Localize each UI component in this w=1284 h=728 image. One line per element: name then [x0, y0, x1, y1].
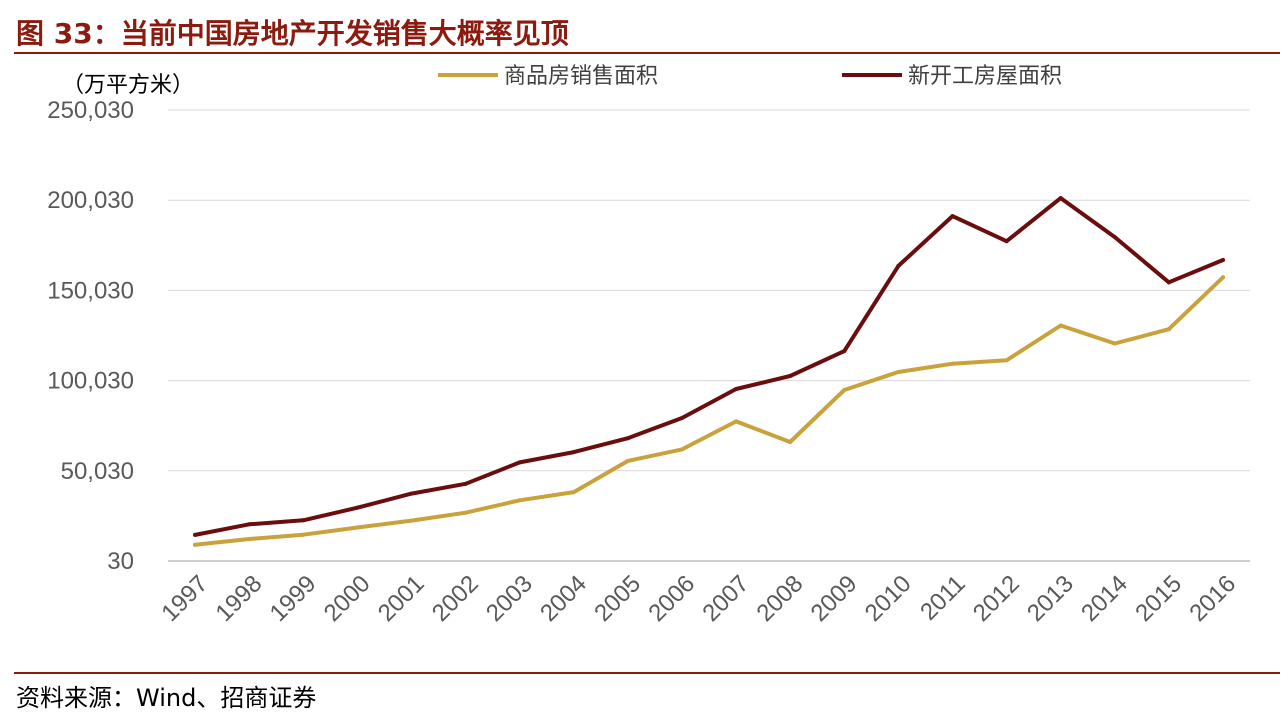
data-point — [896, 369, 901, 374]
x-tick-label: 2009 — [806, 570, 863, 627]
x-tick-label: 2014 — [1076, 570, 1133, 627]
data-point — [193, 542, 198, 547]
y-tick-label: 100,030 — [47, 368, 134, 395]
gridlines — [168, 109, 1250, 562]
y-tick-label: 250,030 — [47, 97, 134, 124]
data-point — [571, 450, 576, 455]
series-line-sales-area — [193, 275, 1225, 547]
x-tick-label: 2015 — [1130, 570, 1187, 627]
x-tick-label: 1999 — [265, 570, 322, 627]
data-point — [301, 518, 306, 523]
data-point — [409, 518, 414, 523]
y-axis-ticks: 30 50,030 100,030 150,030 200,030 250,030 — [47, 97, 134, 575]
data-point — [788, 439, 793, 444]
data-point — [1058, 196, 1063, 201]
x-tick-label: 2001 — [373, 570, 430, 627]
data-point — [355, 525, 360, 530]
line-chart: 30 50,030 100,030 150,030 200,030 250,030 199… — [47, 64, 1250, 627]
legend: 商品房销售面积 新开工房屋面积 — [438, 64, 1062, 89]
x-tick-label: 2012 — [968, 570, 1025, 627]
x-tick-label: 2008 — [752, 570, 809, 627]
data-point — [1004, 239, 1009, 244]
data-point — [950, 214, 955, 219]
y-axis-unit-label: （万平方米） — [62, 73, 194, 98]
data-point — [463, 481, 468, 486]
y-tick-label: 200,030 — [47, 187, 134, 214]
x-tick-label: 2010 — [860, 570, 917, 627]
data-point — [1112, 341, 1117, 346]
data-point — [517, 460, 522, 465]
data-point — [355, 505, 360, 510]
x-tick-label: 2013 — [1022, 570, 1079, 627]
data-point — [896, 263, 901, 268]
data-point — [1112, 235, 1117, 240]
x-tick-label: 2016 — [1184, 570, 1241, 627]
data-point — [842, 349, 847, 354]
data-point — [842, 388, 847, 393]
data-point — [409, 491, 414, 496]
data-point — [734, 386, 739, 391]
chart-title: 图 33：当前中国房地产开发销售大概率见顶 — [16, 17, 569, 50]
x-tick-label: 2000 — [319, 570, 376, 627]
x-axis-ticks: 1997199819992000200120022003200420052006… — [156, 570, 1241, 627]
data-point — [247, 522, 252, 527]
y-tick-label: 30 — [107, 548, 134, 575]
series-line-new-starts-area — [193, 196, 1225, 537]
x-tick-label: 2004 — [535, 570, 592, 627]
series-lines — [193, 196, 1225, 547]
data-point — [788, 373, 793, 378]
x-tick-label: 2003 — [481, 570, 538, 627]
data-point — [679, 447, 684, 452]
data-point — [679, 415, 684, 420]
data-point — [1166, 327, 1171, 332]
y-tick-label: 50,030 — [61, 458, 134, 485]
source-note: 资料来源：Wind、招商证券 — [16, 684, 317, 712]
data-point — [734, 419, 739, 424]
data-point — [625, 436, 630, 441]
x-tick-label: 1997 — [156, 570, 213, 627]
legend-label: 商品房销售面积 — [504, 64, 658, 89]
data-point — [517, 498, 522, 503]
x-tick-label: 1998 — [211, 570, 268, 627]
title-divider — [14, 52, 1280, 54]
data-point — [1004, 358, 1009, 363]
data-point — [1166, 280, 1171, 285]
footer-divider — [14, 672, 1280, 674]
data-point — [247, 537, 252, 542]
data-point — [301, 532, 306, 537]
data-point — [1058, 323, 1063, 328]
x-tick-label: 2002 — [427, 570, 484, 627]
x-tick-label: 2011 — [915, 570, 971, 626]
data-point — [193, 532, 198, 537]
data-point — [625, 458, 630, 463]
x-tick-label: 2007 — [697, 570, 754, 627]
x-tick-label: 2005 — [589, 570, 646, 627]
y-tick-label: 150,030 — [47, 277, 134, 304]
data-point — [950, 361, 955, 366]
data-point — [1220, 275, 1225, 280]
data-point — [1220, 257, 1225, 262]
x-tick-label: 2006 — [643, 570, 700, 627]
data-point — [463, 510, 468, 515]
data-point — [571, 490, 576, 495]
legend-label: 新开工房屋面积 — [908, 64, 1062, 89]
